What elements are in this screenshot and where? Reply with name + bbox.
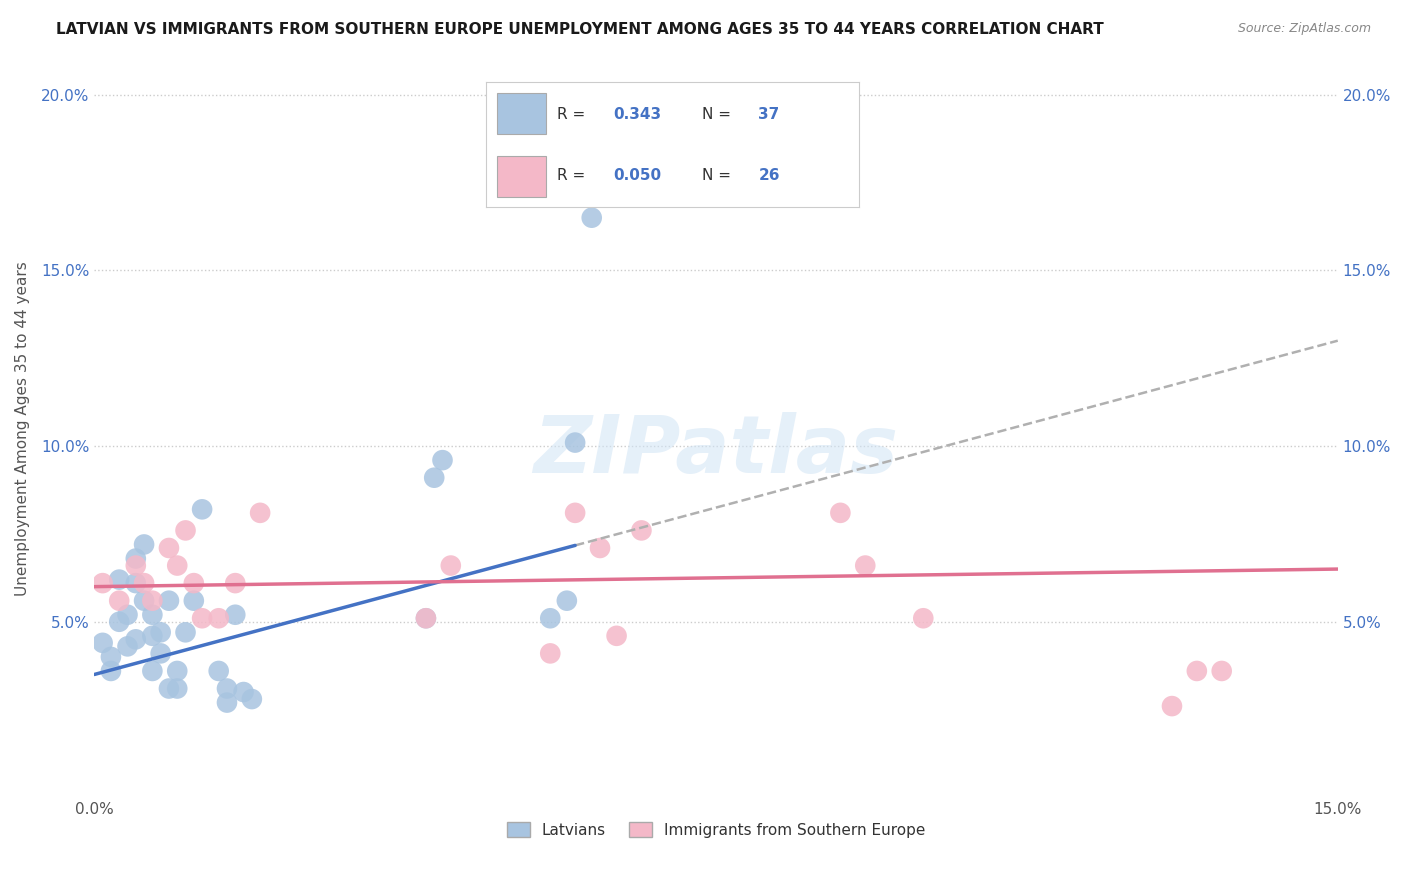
Point (1185, 664, 1208, 678)
Point (830, 506, 852, 520)
Point (208, 664, 231, 678)
Point (423, 471, 446, 485)
Point (141, 664, 163, 678)
Point (157, 681, 180, 696)
Point (108, 573, 131, 587)
Point (538, 611, 561, 625)
Point (100, 649, 122, 664)
Point (166, 681, 188, 696)
Point (440, 558, 463, 573)
Point (191, 611, 214, 625)
Point (564, 435, 586, 450)
Point (157, 541, 180, 555)
Point (564, 506, 586, 520)
Point (91, 576, 114, 591)
Text: LATVIAN VS IMMIGRANTS FROM SOUTHERN EUROPE UNEMPLOYMENT AMONG AGES 35 TO 44 YEAR: LATVIAN VS IMMIGRANTS FROM SOUTHERN EURO… (56, 22, 1104, 37)
Y-axis label: Unemployment Among Ages 35 to 44 years: Unemployment Among Ages 35 to 44 years (15, 261, 30, 596)
Point (183, 576, 205, 591)
Point (141, 593, 163, 607)
Point (174, 524, 197, 538)
Point (108, 615, 131, 629)
Point (174, 625, 197, 640)
Text: ZIPatlas: ZIPatlas (533, 412, 898, 490)
Point (215, 696, 238, 710)
Point (240, 692, 263, 706)
Point (141, 607, 163, 622)
Point (581, 211, 603, 225)
Point (232, 685, 254, 699)
Point (183, 593, 205, 607)
Point (132, 537, 155, 551)
Point (912, 611, 935, 625)
Point (117, 607, 139, 622)
Point (191, 502, 214, 516)
Point (415, 611, 437, 625)
Point (224, 607, 246, 622)
Point (415, 611, 437, 625)
Point (249, 506, 271, 520)
Point (166, 558, 188, 573)
Point (157, 593, 180, 607)
Point (208, 611, 231, 625)
Point (432, 453, 454, 467)
Point (100, 664, 122, 678)
Point (538, 647, 561, 661)
Point (166, 664, 188, 678)
Point (141, 629, 163, 643)
Point (125, 576, 148, 591)
Point (149, 625, 172, 640)
Point (149, 647, 172, 661)
Point (125, 558, 148, 573)
Point (215, 681, 238, 696)
Point (108, 593, 131, 607)
Point (117, 640, 139, 654)
Point (132, 593, 155, 607)
Point (132, 576, 155, 591)
Point (1161, 699, 1184, 714)
Point (125, 632, 148, 647)
Point (606, 629, 628, 643)
Point (630, 524, 652, 538)
Legend: Latvians, Immigrants from Southern Europe: Latvians, Immigrants from Southern Europ… (499, 814, 934, 845)
Point (91, 636, 114, 650)
Point (125, 551, 148, 566)
Point (224, 576, 246, 591)
Point (1211, 664, 1233, 678)
Point (589, 541, 612, 555)
Point (853, 558, 876, 573)
Point (555, 593, 578, 607)
Text: Source: ZipAtlas.com: Source: ZipAtlas.com (1237, 22, 1371, 36)
